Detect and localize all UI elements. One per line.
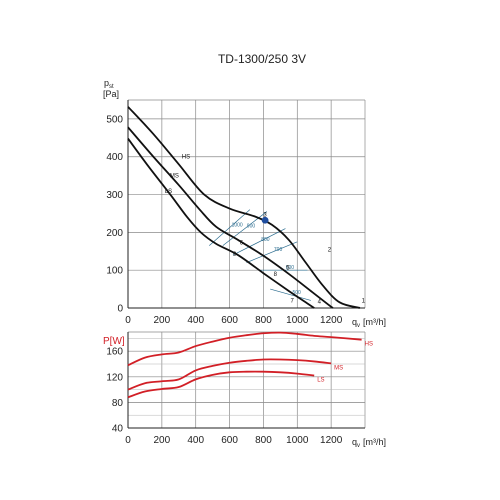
y-tick-label: 100 — [106, 266, 123, 277]
y-axis-unit: [Pa] — [103, 89, 119, 99]
y-tick-label: 200 — [106, 228, 123, 239]
rpm-line — [222, 211, 268, 246]
power-label-hs: HS — [365, 342, 373, 348]
y-tick-label: 500 — [106, 114, 123, 125]
rpm-label: 500 — [293, 290, 302, 296]
point-label: 8 — [274, 272, 278, 278]
point-label: 2 — [328, 247, 332, 253]
power-line-ls — [127, 370, 315, 399]
x-axis-label: qv [m³/h] — [352, 437, 386, 449]
rpm-line — [246, 241, 298, 263]
x-tick-label: 600 — [221, 435, 238, 446]
chart-title: TD-1300/250 3V — [218, 52, 306, 66]
rpm-label: 600 — [286, 265, 295, 271]
y-tick-label: 80 — [112, 398, 124, 409]
power-label-ms: MS — [334, 365, 343, 371]
point-label: 6 — [240, 240, 244, 246]
x-tick-label: 400 — [187, 315, 204, 326]
series-label-ls: LS — [165, 189, 172, 195]
x-tick-label: 0 — [125, 315, 131, 326]
operating-point — [261, 216, 269, 224]
rpm-label: 800 — [261, 237, 270, 243]
point-label: 7 — [291, 298, 295, 304]
y-axis-label: pst — [104, 78, 114, 90]
x-tick-label: 600 — [221, 315, 238, 326]
series-label-ms: MS — [170, 174, 179, 180]
x-tick-label: 800 — [255, 435, 272, 446]
x-tick-label: 200 — [154, 435, 171, 446]
y-tick-label: 300 — [106, 190, 123, 201]
rpm-label: 900 — [247, 224, 256, 230]
x-tick-label: 1200 — [320, 315, 343, 326]
y-tick-label: 40 — [112, 424, 124, 435]
power-label-ls: LS — [317, 378, 324, 384]
pressure-chart: 0 200 400 600 800 1000 1200 0 100 200 300 400 500 pst… — [103, 78, 386, 329]
y-tick-label: 160 — [106, 347, 123, 358]
x-tick-label: 200 — [154, 315, 171, 326]
rpm-line — [270, 288, 311, 301]
series-label-hs: HS — [182, 155, 190, 161]
series-line-hs — [127, 106, 361, 309]
point-label: 9 — [233, 252, 237, 258]
rpm-label: 700 — [274, 247, 283, 253]
y-tick-label: 400 — [106, 152, 123, 163]
point-label: 3 — [263, 212, 267, 218]
series-line-ms — [127, 126, 334, 309]
point-label: 1 — [362, 298, 366, 304]
power-line-hs — [127, 331, 362, 367]
x-tick-label: 1000 — [286, 315, 309, 326]
x-tick-label: 1000 — [286, 435, 309, 446]
x-tick-label: 400 — [187, 435, 204, 446]
rpm-line — [232, 228, 286, 256]
series-line-ls — [127, 138, 315, 309]
rpm-label: 1000 — [232, 223, 243, 229]
x-axis-label: qv [m³/h] — [352, 317, 386, 329]
y-tick-label: 0 — [117, 304, 123, 315]
y-axis-label: P[W] — [103, 336, 125, 347]
x-tick-label: 1200 — [320, 435, 343, 446]
x-tick-label: 0 — [125, 435, 131, 446]
rpm-line — [209, 209, 251, 246]
point-label: 4 — [318, 299, 322, 305]
y-tick-label: 120 — [106, 372, 123, 383]
x-tick-label: 800 — [255, 315, 272, 326]
point-label: 5 — [286, 265, 290, 271]
power-line-ms — [127, 358, 332, 391]
